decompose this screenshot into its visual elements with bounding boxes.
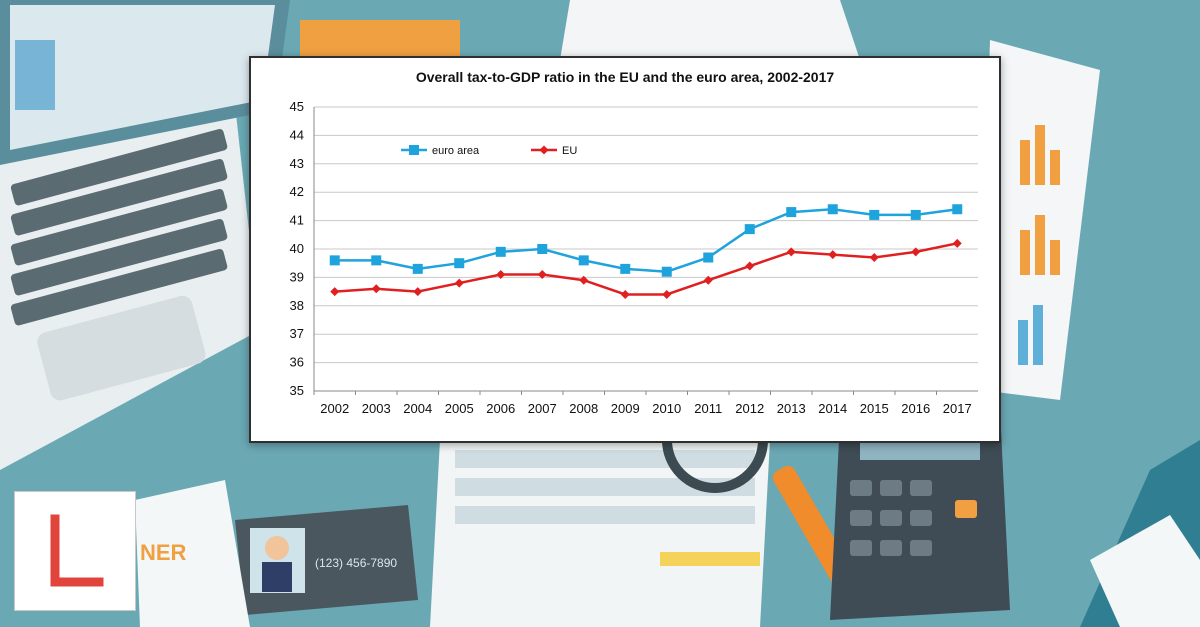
data-point-euro-area bbox=[329, 255, 340, 266]
y-tick-label: 41 bbox=[290, 213, 304, 228]
series-line-euro-area bbox=[334, 207, 958, 273]
data-point-eu bbox=[911, 247, 921, 257]
data-point-euro-area bbox=[537, 244, 548, 254]
grid bbox=[314, 106, 978, 392]
data-point-eu bbox=[703, 275, 713, 285]
logo-mark bbox=[50, 514, 104, 587]
y-tick-label: 43 bbox=[290, 156, 304, 171]
x-tick-label: 2007 bbox=[528, 401, 557, 416]
data-point-euro-area bbox=[495, 246, 506, 257]
data-point-euro-area bbox=[661, 266, 672, 277]
data-point-eu bbox=[537, 270, 547, 280]
data-point-euro-area bbox=[371, 255, 382, 266]
x-tick-label: 2013 bbox=[777, 401, 806, 416]
logo bbox=[14, 491, 136, 611]
chart-title: Overall tax-to-GDP ratio in the EU and t… bbox=[416, 69, 835, 85]
x-tick-label: 2014 bbox=[818, 401, 847, 416]
data-point-euro-area bbox=[952, 204, 963, 215]
data-point-euro-area bbox=[454, 258, 465, 269]
data-point-euro-area bbox=[786, 207, 797, 218]
series-line-eu bbox=[334, 242, 958, 296]
data-point-eu bbox=[745, 261, 755, 271]
data-point-euro-area bbox=[578, 255, 589, 266]
data-point-eu bbox=[330, 287, 340, 297]
x-tick-label: 2011 bbox=[694, 401, 722, 416]
legend-label-eu: EU bbox=[562, 145, 577, 157]
clipboard-illustration: NER bbox=[135, 480, 250, 627]
legend-marker-eu bbox=[539, 145, 549, 155]
form-illustration bbox=[430, 440, 770, 627]
clipboard-text: NER bbox=[140, 540, 187, 565]
data-point-eu bbox=[413, 287, 423, 297]
y-tick-label: 35 bbox=[290, 383, 304, 398]
data-point-euro-area bbox=[744, 224, 755, 235]
x-tick-label: 2003 bbox=[362, 401, 391, 416]
x-tick-label: 2006 bbox=[486, 401, 515, 416]
data-point-eu bbox=[869, 253, 879, 263]
data-point-euro-area bbox=[620, 263, 631, 274]
notepad-illustration bbox=[300, 20, 460, 60]
x-tick-label: 2016 bbox=[901, 401, 930, 416]
y-tick-label: 42 bbox=[290, 184, 304, 199]
x-tick-label: 2005 bbox=[445, 401, 474, 416]
data-point-eu bbox=[579, 275, 589, 285]
data-point-eu bbox=[952, 238, 962, 248]
x-tick-label: 2010 bbox=[652, 401, 681, 416]
y-tick-label: 44 bbox=[290, 127, 304, 142]
data-point-eu bbox=[620, 289, 630, 299]
x-tick-label: 2008 bbox=[569, 401, 598, 416]
data-point-euro-area bbox=[827, 204, 838, 215]
legend: euro area EU bbox=[401, 145, 577, 157]
legend-label-euro-area: euro area bbox=[432, 145, 480, 157]
business-card-illustration: (123) 456-7890 bbox=[235, 505, 418, 615]
data-point-eu bbox=[828, 250, 838, 260]
data-point-euro-area bbox=[703, 252, 714, 263]
data-point-eu bbox=[454, 278, 464, 288]
data-point-eu bbox=[496, 270, 506, 280]
x-tick-label: 2009 bbox=[611, 401, 640, 416]
axes: 35 36 37 38 39 40 41 42 43 44 45 2002 2003 2004 2005 20… bbox=[290, 99, 978, 416]
line-chart: Overall tax-to-GDP ratio in the EU and t… bbox=[290, 69, 978, 416]
data-point-eu bbox=[662, 289, 672, 299]
data-point-euro-area bbox=[869, 209, 880, 220]
y-tick-label: 36 bbox=[290, 355, 304, 370]
y-tick-label: 39 bbox=[290, 269, 304, 284]
x-tick-label: 2002 bbox=[320, 401, 349, 416]
y-tick-label: 45 bbox=[290, 99, 304, 114]
chart-card: Overall tax-to-GDP ratio in the EU and t… bbox=[249, 56, 1001, 443]
calculator-illustration bbox=[830, 410, 1010, 620]
x-tick-label: 2015 bbox=[860, 401, 889, 416]
data-point-euro-area bbox=[910, 209, 921, 220]
series bbox=[329, 204, 963, 299]
x-tick-label: 2012 bbox=[735, 401, 764, 416]
data-point-eu bbox=[371, 284, 381, 294]
x-tick-label: 2017 bbox=[943, 401, 972, 416]
y-tick-label: 40 bbox=[290, 241, 304, 256]
laptop-illustration bbox=[0, 0, 290, 470]
y-tick-label: 37 bbox=[290, 326, 304, 341]
report-illustration bbox=[560, 0, 1100, 400]
x-tick-label: 2004 bbox=[403, 401, 432, 416]
legend-marker-euro-area bbox=[409, 145, 419, 155]
y-tick-label: 38 bbox=[290, 298, 304, 313]
data-point-eu bbox=[786, 247, 796, 257]
business-card-phone: (123) 456-7890 bbox=[315, 556, 397, 570]
data-point-euro-area bbox=[412, 263, 423, 274]
